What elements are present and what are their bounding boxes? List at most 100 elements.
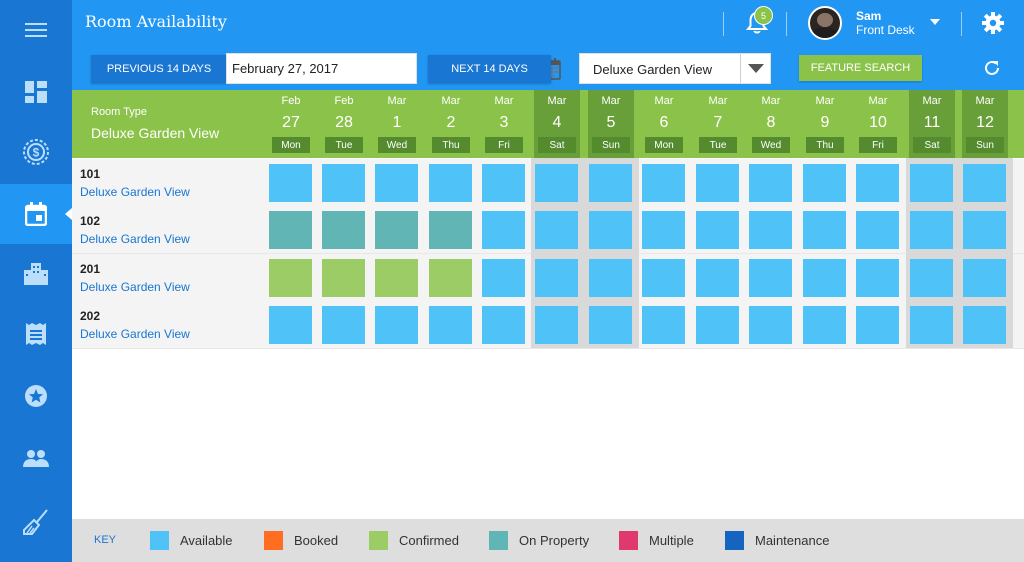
day-weekday: Wed <box>378 137 416 153</box>
availability-cell[interactable] <box>642 211 685 249</box>
availability-cell[interactable] <box>535 306 578 344</box>
availability-cell[interactable] <box>482 211 525 249</box>
availability-cell[interactable] <box>322 164 365 202</box>
availability-cell[interactable] <box>803 164 846 202</box>
day-weekday: Mon <box>272 137 310 153</box>
grid-header: Room Type Deluxe Garden View Feb 27 Mon Feb… <box>72 90 1024 158</box>
availability-cell[interactable] <box>696 211 739 249</box>
availability-cell[interactable] <box>535 259 578 297</box>
next-14-days-button[interactable]: NEXT 14 DAYS <box>428 55 551 83</box>
day-number: 8 <box>766 114 776 131</box>
sidebar-item-guests[interactable] <box>0 428 72 488</box>
availability-cell[interactable] <box>269 259 312 297</box>
sidebar-item-menu[interactable] <box>0 0 72 60</box>
availability-cell[interactable] <box>642 164 685 202</box>
availability-cell[interactable] <box>322 306 365 344</box>
availability-cell[interactable] <box>910 306 953 344</box>
user-menu-caret-icon[interactable] <box>930 19 940 25</box>
availability-cell[interactable] <box>910 211 953 249</box>
availability-cell[interactable] <box>375 306 418 344</box>
refresh-icon[interactable] <box>983 59 1001 77</box>
availability-cell[interactable] <box>589 164 632 202</box>
availability-cell[interactable] <box>856 306 899 344</box>
availability-cell[interactable] <box>589 259 632 297</box>
sidebar-item-calendar[interactable] <box>0 184 72 244</box>
chevron-down-icon <box>747 64 764 73</box>
gear-icon[interactable] <box>982 12 1004 34</box>
availability-cell[interactable] <box>749 259 792 297</box>
availability-cell[interactable] <box>642 306 685 344</box>
sidebar-item-housekeeping[interactable] <box>0 492 72 552</box>
availability-cell[interactable] <box>856 211 899 249</box>
room-type-link[interactable]: Deluxe Garden View <box>80 327 190 341</box>
availability-cell[interactable] <box>429 306 472 344</box>
availability-cell[interactable] <box>963 259 1006 297</box>
date-input[interactable] <box>227 54 377 83</box>
sidebar-item-favorites[interactable] <box>0 366 72 426</box>
availability-cell[interactable] <box>269 306 312 344</box>
availability-cell[interactable] <box>589 211 632 249</box>
availability-cell[interactable] <box>535 211 578 249</box>
day-weekday: Sat <box>538 137 576 153</box>
day-header: Mar 3 Fri <box>481 90 527 158</box>
day-header: Mar 6 Mon <box>641 90 687 158</box>
availability-cell[interactable] <box>749 211 792 249</box>
availability-cell[interactable] <box>375 211 418 249</box>
availability-cell[interactable] <box>642 259 685 297</box>
availability-cell[interactable] <box>910 164 953 202</box>
availability-cell[interactable] <box>429 259 472 297</box>
availability-cell[interactable] <box>269 164 312 202</box>
availability-cell[interactable] <box>535 164 578 202</box>
housekeeping-icon <box>23 509 48 535</box>
availability-cell[interactable] <box>749 306 792 344</box>
availability-cell[interactable] <box>375 164 418 202</box>
room-type-link[interactable]: Deluxe Garden View <box>80 280 190 294</box>
availability-cell[interactable] <box>589 306 632 344</box>
availability-cell[interactable] <box>482 306 525 344</box>
availability-cell[interactable] <box>375 259 418 297</box>
availability-cell[interactable] <box>856 259 899 297</box>
day-header: Mar 10 Fri <box>855 90 901 158</box>
availability-cell[interactable] <box>482 164 525 202</box>
day-month: Mar <box>494 95 514 107</box>
availability-cell[interactable] <box>963 164 1006 202</box>
sidebar-item-receipt[interactable] <box>0 304 72 364</box>
availability-cell[interactable] <box>322 211 365 249</box>
room-type-link[interactable]: Deluxe Garden View <box>80 232 190 246</box>
feature-search-button[interactable]: FEATURE SEARCH <box>799 55 922 81</box>
availability-cell[interactable] <box>803 306 846 344</box>
availability-cell[interactable] <box>803 259 846 297</box>
sidebar-item-dashboard[interactable] <box>0 62 72 122</box>
availability-cell[interactable] <box>429 164 472 202</box>
previous-14-days-button[interactable]: PREVIOUS 14 DAYS <box>91 55 227 83</box>
availability-cell[interactable] <box>429 211 472 249</box>
room-type-link[interactable]: Deluxe Garden View <box>80 185 190 199</box>
availability-cell[interactable] <box>963 306 1006 344</box>
availability-cell[interactable] <box>749 164 792 202</box>
availability-cell[interactable] <box>856 164 899 202</box>
availability-cell[interactable] <box>696 164 739 202</box>
day-month: Mar <box>708 95 728 107</box>
day-month: Mar <box>815 95 835 107</box>
date-field[interactable] <box>226 53 561 84</box>
sidebar-item-hotel[interactable] <box>0 244 72 304</box>
availability-cell[interactable] <box>696 306 739 344</box>
availability-cell[interactable] <box>910 259 953 297</box>
availability-cell[interactable] <box>803 211 846 249</box>
room-type-select[interactable]: Deluxe Garden View <box>579 53 771 84</box>
availability-cell[interactable] <box>322 259 365 297</box>
availability-cell[interactable] <box>696 259 739 297</box>
availability-cell[interactable] <box>269 211 312 249</box>
availability-cell[interactable] <box>482 259 525 297</box>
select-arrow-box[interactable] <box>740 54 770 83</box>
day-month: Mar <box>761 95 781 107</box>
star-icon <box>25 385 47 407</box>
avatar[interactable] <box>808 6 842 40</box>
day-weekday: Tue <box>699 137 737 153</box>
sidebar-item-billing[interactable]: $ <box>0 122 72 182</box>
day-header: Mar 1 Wed <box>374 90 420 158</box>
dashboard-icon <box>25 81 47 103</box>
availability-cell[interactable] <box>963 211 1006 249</box>
day-header: Mar 8 Wed <box>748 90 794 158</box>
